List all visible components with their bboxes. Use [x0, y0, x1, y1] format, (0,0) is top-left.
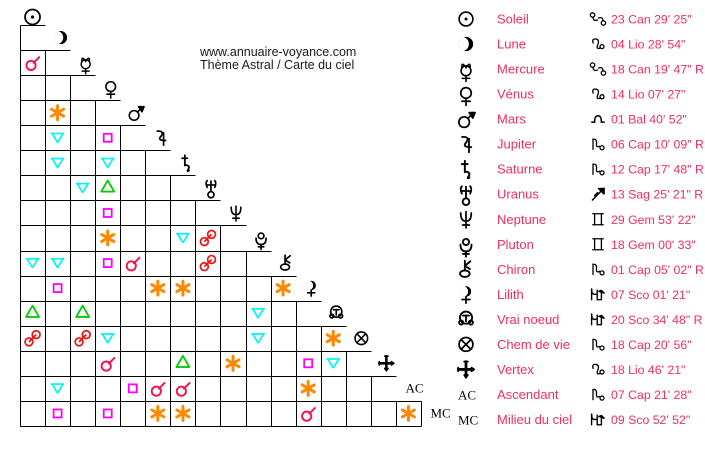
- svg-text:18 Lio 46' 21": 18 Lio 46' 21": [611, 363, 685, 377]
- svg-text:AC: AC: [405, 380, 423, 395]
- svg-text:Ascendant: Ascendant: [497, 387, 559, 402]
- svg-text:Vrai noeud: Vrai noeud: [497, 312, 559, 327]
- svg-text:01 Bal 40' 52": 01 Bal 40' 52": [611, 113, 687, 127]
- svg-text:18 Gem 00' 33": 18 Gem 00' 33": [611, 238, 696, 252]
- svg-text:07 Cap 21' 28": 07 Cap 21' 28": [611, 388, 692, 402]
- svg-text:Uranus: Uranus: [497, 187, 539, 202]
- svg-text:Thème Astral / Carte du ciel: Thème Astral / Carte du ciel: [200, 58, 354, 72]
- svg-text:AC: AC: [458, 387, 476, 402]
- svg-text:MC: MC: [458, 413, 478, 428]
- svg-text:Lune: Lune: [497, 37, 526, 52]
- svg-text:09 Sco 52' 52": 09 Sco 52' 52": [611, 413, 690, 427]
- svg-text:Mars: Mars: [497, 112, 526, 127]
- svg-text:Chem de vie: Chem de vie: [497, 337, 570, 352]
- svg-text:Mercure: Mercure: [497, 62, 545, 77]
- svg-text:23 Can 29' 25": 23 Can 29' 25": [611, 13, 692, 27]
- svg-text:07 Sco 01' 21": 07 Sco 01' 21": [611, 288, 690, 302]
- svg-text:Jupiter: Jupiter: [497, 137, 537, 152]
- svg-text:Lilith: Lilith: [497, 287, 524, 302]
- svg-text:18 Cap 20' 56": 18 Cap 20' 56": [611, 338, 692, 352]
- svg-text:Pluton: Pluton: [497, 237, 534, 252]
- svg-text:Vertex: Vertex: [497, 362, 534, 377]
- svg-text:Vénus: Vénus: [497, 87, 534, 102]
- svg-text:06 Cap 10' 09" R: 06 Cap 10' 09" R: [611, 138, 704, 152]
- svg-text:29 Gem 53' 22": 29 Gem 53' 22": [611, 213, 696, 227]
- svg-text:www.annuaire-voyance.com: www.annuaire-voyance.com: [199, 45, 356, 59]
- svg-text:18 Can 19' 47" R: 18 Can 19' 47" R: [611, 63, 704, 77]
- svg-text:Saturne: Saturne: [497, 162, 543, 177]
- svg-text:Milieu du ciel: Milieu du ciel: [497, 412, 572, 427]
- svg-text:04 Lio 28' 54": 04 Lio 28' 54": [611, 38, 685, 52]
- svg-text:20 Sco 34' 48" R: 20 Sco 34' 48" R: [611, 313, 703, 327]
- svg-text:MC: MC: [431, 405, 451, 420]
- svg-text:Neptune: Neptune: [497, 212, 546, 227]
- svg-text:14 Lio 07' 27": 14 Lio 07' 27": [611, 88, 685, 102]
- svg-text:Soleil: Soleil: [497, 12, 529, 27]
- svg-text:Chiron: Chiron: [497, 262, 535, 277]
- svg-text:12 Cap 17' 48" R: 12 Cap 17' 48" R: [611, 163, 704, 177]
- svg-text:01 Cap 05' 02" R: 01 Cap 05' 02" R: [611, 263, 704, 277]
- svg-text:13 Sag 25' 21" R: 13 Sag 25' 21" R: [611, 188, 703, 202]
